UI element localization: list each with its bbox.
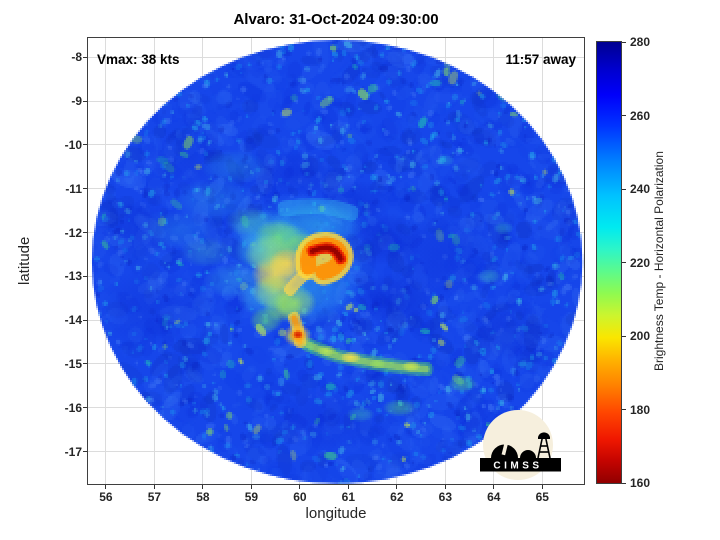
x-tick-label: 64	[487, 490, 501, 504]
y-tick-label: -8	[71, 50, 82, 65]
y-axis-label: latitude	[16, 236, 33, 286]
storm-brightness-temp-image	[88, 38, 584, 484]
y-tick-mark	[83, 451, 87, 453]
x-tick-mark	[105, 485, 107, 489]
small-dome-icon	[520, 450, 536, 458]
figure-title: Alvaro: 31-Oct-2024 09:30:00	[233, 11, 439, 28]
y-tick-label: -13	[64, 269, 82, 284]
x-tick-label: 57	[147, 490, 162, 504]
x-tick-mark	[299, 485, 301, 489]
x-tick-label: 65	[535, 490, 549, 504]
y-tick-mark	[83, 56, 87, 58]
y-tick-label: -17	[64, 444, 82, 459]
x-tick-label: 61	[341, 490, 356, 504]
colorbar-tick-label: 180	[630, 402, 651, 417]
colorbar-tick-mark	[622, 262, 626, 263]
colorbar-tick-label: 200	[630, 329, 651, 343]
y-tick-mark	[83, 232, 87, 234]
x-axis-label: longitude	[305, 505, 367, 522]
x-tick-label: 56	[99, 490, 113, 504]
cimss-logo-text: CIMSS	[493, 461, 542, 472]
x-tick-label: 62	[390, 490, 404, 504]
colorbar-tick-label: 240	[630, 182, 651, 196]
x-tick-mark	[396, 485, 398, 489]
colorbar	[596, 41, 622, 484]
x-tick-mark	[202, 485, 204, 489]
x-tick-mark	[493, 485, 495, 489]
y-tick-mark	[83, 144, 87, 146]
colorbar-tick-mark	[622, 188, 626, 190]
dome-slit	[501, 442, 509, 456]
y-tick-label: -14	[64, 313, 82, 328]
y-tick-mark	[83, 188, 87, 190]
y-tick-mark	[83, 100, 87, 102]
y-tick-label: -9	[71, 94, 82, 109]
x-tick-mark	[347, 485, 349, 489]
colorbar-tick-label: 220	[630, 255, 651, 270]
vmax-annotation: Vmax: 38 kts	[97, 52, 180, 67]
time-annotation: 11:57 away	[505, 52, 576, 67]
colorbar-tick-mark	[622, 41, 626, 43]
x-tick-mark	[444, 485, 446, 489]
cimss-logo: CIMSS	[480, 410, 561, 480]
colorbar-tick-label: 160	[630, 476, 651, 490]
colorbar-tick-label: 280	[630, 35, 651, 49]
x-tick-label: 59	[244, 490, 259, 504]
y-tick-label: -15	[64, 356, 82, 371]
y-tick-label: -11	[65, 181, 82, 196]
x-tick-label: 58	[196, 490, 210, 504]
y-tick-mark	[83, 407, 87, 409]
colorbar-tick-mark	[622, 335, 626, 337]
x-tick-mark	[153, 485, 155, 489]
x-tick-label: 60	[293, 490, 307, 504]
x-tick-label: 63	[438, 490, 452, 504]
colorbar-tick-mark	[622, 409, 626, 410]
colorbar-tick-mark	[622, 115, 626, 116]
water-tower-icon	[537, 436, 551, 459]
x-tick-mark	[541, 485, 543, 489]
water-tank-icon	[538, 432, 550, 439]
y-tick-label: -16	[64, 400, 82, 415]
y-tick-mark	[83, 275, 87, 277]
y-tick-label: -10	[64, 137, 82, 152]
x-tick-mark	[250, 485, 252, 489]
y-tick-mark	[83, 363, 87, 365]
y-tick-label: -12	[64, 225, 82, 240]
plot-area: Vmax: 38 kts 11:57 away CIMSS	[87, 37, 585, 485]
logo-banner	[480, 458, 561, 472]
colorbar-tick-mark	[622, 482, 626, 484]
y-tick-mark	[83, 319, 87, 321]
colorbar-tick-label: 260	[630, 108, 651, 123]
